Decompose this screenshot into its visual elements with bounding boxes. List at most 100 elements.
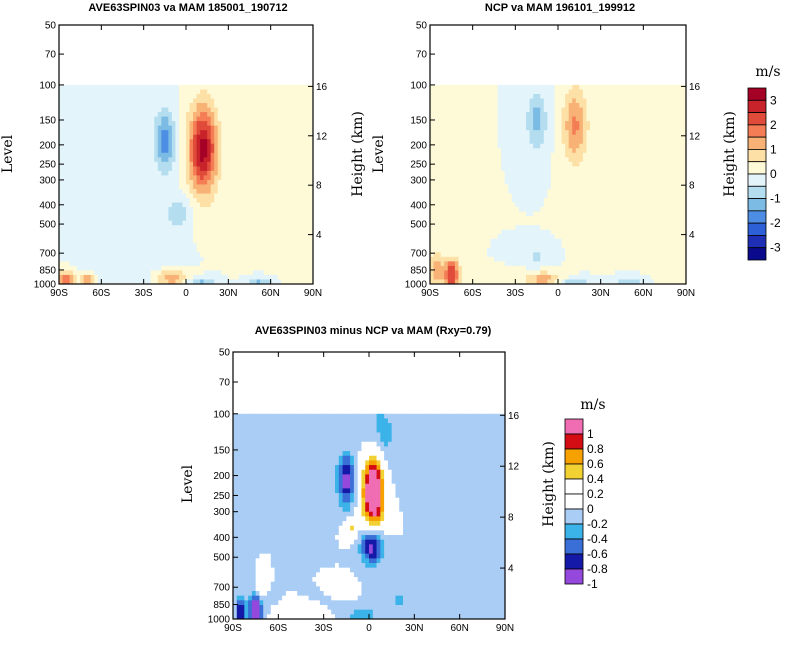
heatmap-cell [104, 116, 109, 122]
heatmap-cell [231, 161, 236, 167]
heatmap-cell [263, 157, 268, 163]
heatmap-cell [494, 134, 498, 140]
heatmap-cell [430, 130, 434, 136]
heatmap-cell [295, 98, 300, 104]
heatmap-cell [270, 243, 275, 249]
heatmap-cell [83, 179, 88, 185]
heatmap-cell [458, 166, 463, 172]
heatmap-cell [228, 234, 233, 240]
heatmap-cell [444, 148, 449, 154]
heatmap-cell [83, 216, 88, 222]
heatmap-cell [242, 216, 247, 222]
heatmap-cell [231, 193, 236, 199]
heatmap-cell [101, 139, 106, 145]
heatmap-cell [122, 98, 127, 104]
heatmap-cell [295, 247, 300, 253]
heatmap-cell [115, 234, 120, 240]
heatmap-cell [126, 121, 130, 127]
heatmap-cell [529, 107, 534, 113]
heatmap-cell [597, 130, 602, 136]
heatmap-cell [210, 107, 215, 113]
heatmap-cell [270, 265, 275, 271]
heatmap-cell [90, 121, 95, 127]
heatmap-cell [62, 139, 67, 145]
heatmap-cell [568, 175, 573, 181]
heatmap-cell [245, 84, 250, 90]
heatmap-cell [600, 121, 605, 127]
heatmap-cell [115, 152, 120, 158]
heatmap-cell [235, 161, 240, 167]
heatmap-cell [511, 175, 516, 181]
heatmap-cell [632, 98, 637, 104]
heatmap-cell [561, 179, 566, 185]
heatmap-cell [465, 112, 470, 117]
heatmap-cell [501, 125, 506, 131]
heatmap-cell [302, 116, 307, 122]
heatmap-cell [164, 93, 169, 99]
heatmap-cell [76, 270, 81, 276]
heatmap-cell [122, 234, 127, 240]
heatmap-cell [249, 148, 254, 154]
heatmap-cell [454, 184, 459, 190]
heatmap-cell [593, 161, 598, 167]
heatmap-cell [518, 139, 523, 145]
heatmap-cell [249, 170, 254, 176]
heatmap-cell [668, 175, 673, 181]
heatmap-cell [618, 188, 623, 194]
heatmap-cell [270, 89, 275, 95]
heatmap-cell [671, 152, 676, 158]
heatmap-cell [80, 98, 85, 104]
heatmap-cell [650, 179, 655, 185]
heatmap-cell [193, 134, 197, 140]
heatmap-cell [161, 84, 166, 90]
heatmap-cell [189, 179, 194, 185]
heatmap-cell [182, 220, 187, 226]
heatmap-cell [143, 193, 148, 199]
heatmap-cell [217, 103, 222, 108]
heatmap-cell [69, 265, 74, 271]
heatmap-cell [504, 84, 509, 90]
heatmap-cell [451, 130, 456, 136]
heatmap-cell [437, 193, 442, 199]
heatmap-cell [572, 89, 577, 95]
heatmap-cell [133, 121, 138, 127]
heatmap-cell [90, 175, 95, 181]
heatmap-cell [550, 139, 555, 145]
heatmap-cell [171, 252, 176, 258]
heatmap-cell [175, 116, 180, 122]
heatmap-cell [235, 188, 240, 194]
heatmap-cell [157, 84, 162, 90]
heatmap-cell [242, 139, 247, 145]
heatmap-cell [189, 279, 194, 285]
heatmap-cell [618, 121, 623, 127]
heatmap-cell [238, 130, 243, 136]
heatmap-cell [238, 103, 243, 108]
heatmap-cell [94, 175, 99, 181]
heatmap-cell [682, 125, 687, 131]
heatmap-cell [646, 103, 651, 108]
heatmap-cell [277, 157, 282, 163]
heatmap-cell [636, 84, 641, 90]
heatmap-cell [214, 270, 219, 276]
heatmap-cell [291, 216, 296, 222]
heatmap-cell [193, 179, 197, 185]
heatmap-cell [260, 184, 265, 190]
heatmap-cell [231, 261, 236, 267]
heatmap-cell [600, 112, 605, 117]
heatmap-cell [238, 98, 243, 104]
heatmap-cell [486, 184, 491, 190]
heatmap-cell [150, 247, 155, 253]
heatmap-cell [536, 152, 541, 158]
heatmap-cell [678, 134, 683, 140]
heatmap-cell [140, 279, 145, 285]
heatmap-cell [288, 179, 293, 185]
heatmap-cell [590, 112, 594, 117]
heatmap-cell [260, 139, 265, 145]
heatmap-cell [263, 207, 268, 213]
heatmap-cell [66, 179, 70, 185]
heatmap-cell [186, 157, 190, 163]
heatmap-cell [101, 112, 106, 117]
heatmap-cell [281, 134, 286, 140]
heatmap-cell [104, 211, 109, 217]
heatmap-cell [437, 152, 442, 158]
